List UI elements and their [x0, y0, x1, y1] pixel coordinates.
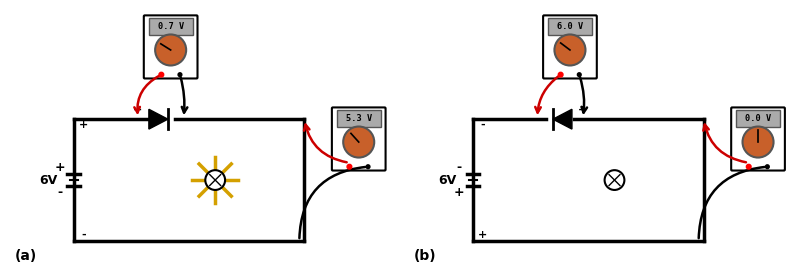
Text: 0.7 V: 0.7 V: [158, 22, 184, 31]
FancyArrowPatch shape: [134, 76, 159, 113]
Bar: [548, 18, 592, 35]
Polygon shape: [553, 109, 572, 129]
Text: +: +: [454, 186, 465, 199]
Text: +: +: [478, 230, 487, 240]
Circle shape: [742, 127, 774, 158]
Circle shape: [578, 73, 581, 76]
Bar: [337, 110, 381, 127]
Text: -: -: [457, 161, 462, 174]
Circle shape: [605, 170, 624, 190]
Circle shape: [206, 170, 225, 190]
Text: 6V: 6V: [438, 173, 456, 187]
Text: -: -: [82, 230, 86, 240]
Circle shape: [366, 165, 370, 169]
Polygon shape: [149, 109, 168, 129]
Circle shape: [347, 164, 352, 169]
Circle shape: [746, 164, 751, 169]
Text: 6V: 6V: [38, 173, 57, 187]
Bar: [736, 110, 780, 127]
Circle shape: [558, 72, 563, 77]
Circle shape: [343, 127, 374, 158]
Circle shape: [155, 35, 186, 65]
FancyBboxPatch shape: [144, 15, 198, 78]
FancyArrowPatch shape: [304, 125, 346, 162]
Circle shape: [178, 73, 182, 76]
Text: 6.0 V: 6.0 V: [557, 22, 583, 31]
Text: (b): (b): [414, 249, 436, 263]
Text: +: +: [54, 161, 65, 174]
Text: +: +: [79, 120, 88, 130]
FancyBboxPatch shape: [543, 15, 597, 78]
FancyArrowPatch shape: [299, 167, 366, 238]
Circle shape: [554, 35, 586, 65]
Text: -: -: [535, 105, 540, 115]
FancyBboxPatch shape: [731, 107, 785, 170]
FancyBboxPatch shape: [332, 107, 386, 170]
Bar: [149, 18, 193, 35]
Text: -: -: [58, 186, 62, 199]
FancyArrowPatch shape: [703, 125, 746, 162]
FancyArrowPatch shape: [181, 77, 187, 113]
Text: 0.0 V: 0.0 V: [745, 114, 771, 123]
Text: -: -: [182, 105, 186, 115]
Text: (a): (a): [14, 249, 37, 263]
Text: 5.3 V: 5.3 V: [346, 114, 372, 123]
FancyArrowPatch shape: [698, 167, 765, 238]
Text: +: +: [134, 105, 142, 115]
FancyArrowPatch shape: [535, 76, 558, 113]
Text: -: -: [481, 120, 485, 130]
Circle shape: [159, 72, 164, 77]
Circle shape: [766, 165, 770, 169]
FancyArrowPatch shape: [580, 77, 587, 113]
Text: +: +: [578, 105, 587, 115]
